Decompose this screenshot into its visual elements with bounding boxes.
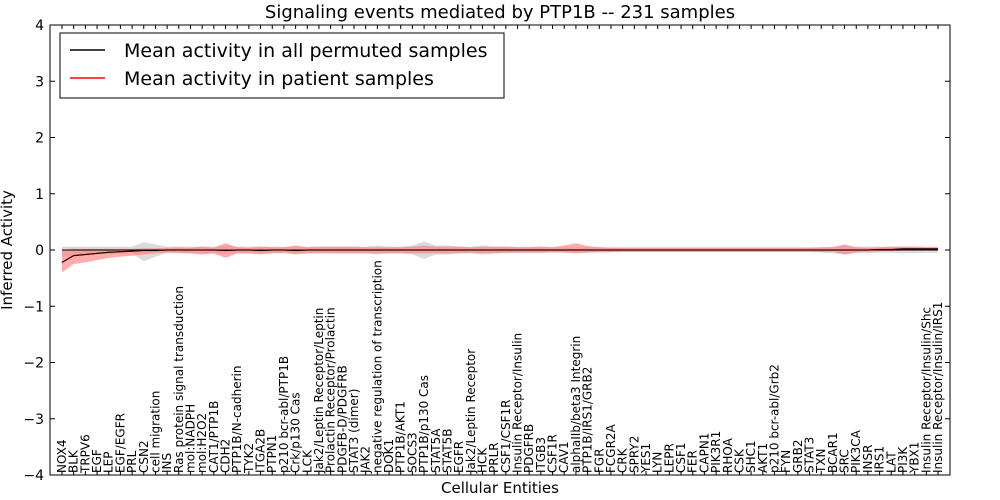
x-category-label: CSK (732, 448, 746, 473)
x-category-label: CAT1/PTP1B (207, 401, 221, 473)
x-category-label: PI3K (896, 446, 910, 473)
y-tick-label: 0 (35, 243, 44, 259)
x-category-label: FGR (592, 448, 606, 473)
x-category-label: FCGR2A (604, 423, 618, 473)
y-tick-label: −3 (23, 412, 44, 428)
x-category-label: Crk/p130 Cas (289, 392, 303, 473)
x-category-label: CAPN1 (697, 433, 711, 473)
x-category-label: SRC (838, 449, 852, 473)
x-category-label: Ras protein signal transduction (172, 286, 186, 473)
x-category-label: Insulin Receptor/Insulin/IRS1 (931, 302, 945, 473)
series-line-patient-mean (61, 248, 938, 263)
x-category-label: CSN2 (137, 440, 151, 473)
x-category-label: mol:H2O2 (195, 413, 209, 473)
x-category-label: FYN (779, 450, 793, 473)
x-category-label: PTP1B/p130 Cas (417, 375, 431, 473)
x-category-label: STAT5A (429, 428, 443, 473)
x-category-label: LEPR (662, 443, 676, 473)
x-category-label: TYK2 (242, 443, 256, 474)
x-category-label: STAT3 (dimer) (347, 389, 361, 473)
x-category-label: NOX4 (55, 439, 69, 473)
x-category-label: PTP1B/IRS1/GRB2 (581, 367, 595, 473)
x-category-label: IRS1 (873, 446, 887, 473)
x-category-label: p210 bcr-abl/PTP1B (277, 356, 291, 473)
x-category-label: Prolactin Receptor/Prolactin (324, 307, 338, 473)
x-category-label: INSR (861, 445, 875, 473)
x-category-label: CAV1 (557, 441, 571, 473)
x-category-label: INS (160, 453, 174, 473)
legend-box (59, 32, 505, 99)
x-category-label: CSF1R (546, 434, 560, 473)
x-category-label: negative regulation of transcription (370, 260, 384, 473)
x-category-label: SPRY2 (627, 436, 641, 473)
x-category-label: EGFR (452, 441, 466, 473)
x-category-label: TRPV6 (78, 434, 92, 474)
x-category-label: SHC1 (744, 440, 758, 473)
x-category-label: CSF1/CSF1R (499, 400, 513, 473)
y-tick-label: 4 (35, 18, 44, 34)
x-category-label: ITGA2B (254, 429, 268, 473)
legend-label-permuted: Mean activity in all permuted samples (124, 40, 487, 62)
x-category-label: PIK3R1 (709, 431, 723, 473)
x-category-label: cell migration (148, 391, 162, 473)
series-lines (61, 248, 938, 263)
x-category-label: ITGB3 (534, 437, 548, 473)
x-category-label: PDGFB-D/PDGFRB (335, 365, 349, 473)
x-category-label: CDH2 (219, 439, 233, 473)
x-category-label: PDGFRB (522, 424, 536, 473)
x-category-label: SOCS3 (405, 432, 419, 473)
legend-label-patient: Mean activity in patient samples (124, 68, 434, 90)
x-category-label: alphaIIb/beta3 Integrin (569, 336, 583, 473)
y-tick-label: −1 (23, 299, 44, 315)
x-category-label: LYN (651, 452, 665, 473)
x-category-label: LAT (884, 451, 898, 473)
x-category-label: Jak2/Leptin Receptor (464, 349, 478, 474)
x-category-label: STAT5B (440, 429, 454, 474)
x-category-label: JAK2 (359, 446, 373, 474)
x-category-label: AKT1 (756, 443, 770, 473)
x-category-label: PTP1B/AKT1 (394, 401, 408, 473)
x-category-label: CRK (616, 447, 630, 473)
x-category-label: LEP (102, 451, 116, 473)
chart-title: Signaling events mediated by PTP1B -- 23… (265, 2, 735, 23)
x-category-label: EGF/EGFR (113, 413, 127, 473)
y-tick-label: −2 (23, 356, 44, 372)
x-category-label: Jak2/Leptin Receptor/Leptin (312, 308, 326, 474)
x-category-label: BCAR1 (826, 432, 840, 473)
x-category-label: Insulin Receptor/Insulin/Shc (919, 307, 933, 473)
x-category-label: FER (686, 450, 700, 473)
x-category-label: YES1 (639, 443, 653, 474)
legend: Mean activity in all permuted samples Me… (59, 32, 505, 99)
x-category-label: DOK1 (382, 439, 396, 473)
y-axis-ticks: −4 −3 −2 −1 0 1 2 3 4 (23, 18, 950, 484)
x-category-label: PRL (125, 450, 139, 473)
x-category-label: STAT3 (803, 437, 817, 473)
x-axis-title: Cellular Entities (441, 479, 559, 497)
x-category-label: EGF (90, 449, 104, 473)
x-category-label: TXN (814, 448, 828, 474)
x-category-label: HCK (475, 447, 489, 473)
x-category-label: BLK (67, 449, 81, 473)
x-category-label: PIK3CA (849, 429, 863, 473)
y-tick-label: 1 (35, 187, 44, 203)
y-axis-title: Inferred Activity (0, 190, 16, 310)
x-category-label: Insulin Receptor/Insulin (511, 333, 525, 473)
x-category-label: PRLR (487, 442, 501, 473)
x-category-label: PTPN1 (265, 435, 279, 473)
x-category-label: CSF1 (674, 442, 688, 473)
x-category-label: RHOA (721, 437, 735, 473)
x-category-label: PTP1B/N-cadherin (230, 366, 244, 473)
y-tick-label: −4 (23, 468, 44, 484)
x-category-label: YBX1 (908, 442, 922, 474)
y-tick-label: 2 (35, 131, 44, 147)
x-category-label: LCK (300, 449, 314, 473)
x-category-label: GRB2 (791, 439, 805, 473)
x-category-label: mol:NADPH (183, 404, 197, 473)
y-tick-label: 3 (35, 74, 44, 90)
x-category-label: p210 bcr-abl/Grb2 (767, 364, 781, 473)
